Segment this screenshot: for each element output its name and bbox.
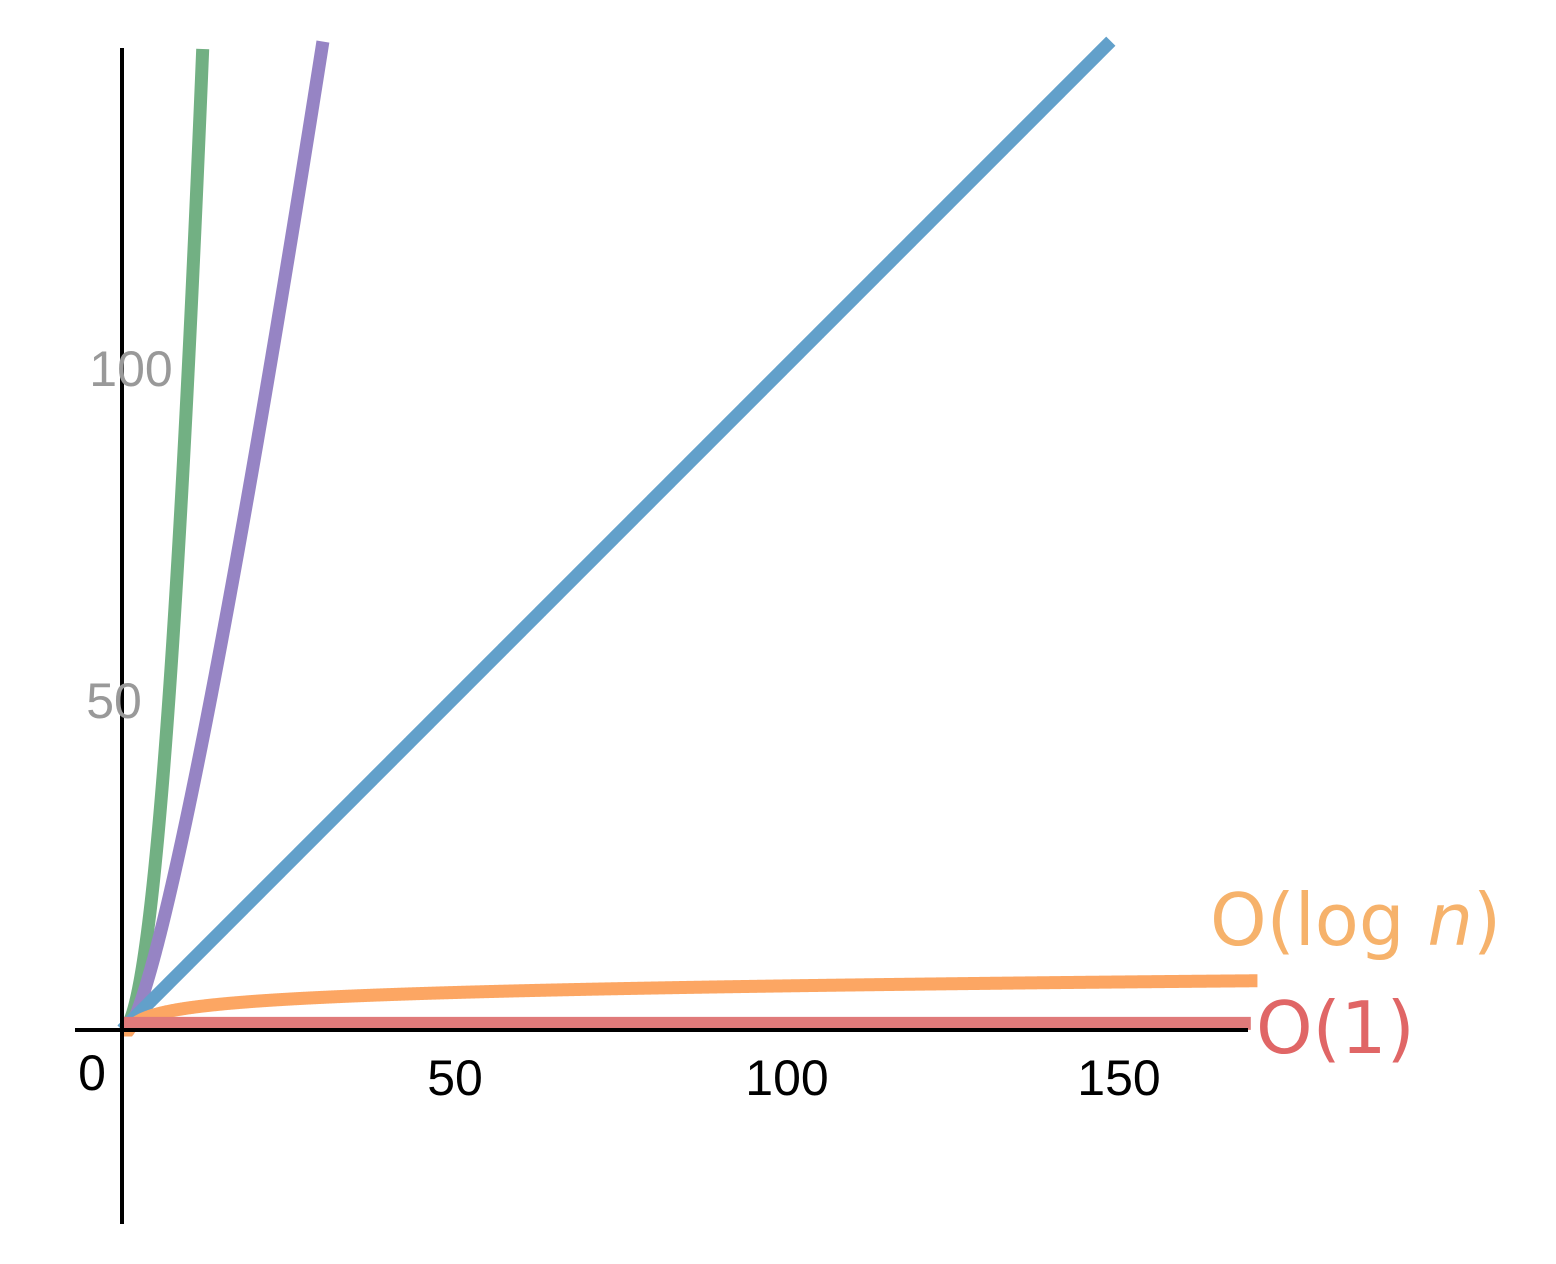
label-o-1: O(1) xyxy=(1256,986,1415,1070)
x-tick-100: 100 xyxy=(745,1050,828,1106)
x-tick-50: 50 xyxy=(427,1050,483,1106)
x-tick-0: 0 xyxy=(78,1045,106,1101)
series-line-log xyxy=(122,974,1258,1037)
series-line-quadratic xyxy=(120,48,210,1037)
y-tick-50: 50 xyxy=(86,673,142,729)
series-line-nlogn xyxy=(122,40,330,1037)
series-line-linear xyxy=(117,36,1116,1035)
y-tick-100: 100 xyxy=(89,341,172,397)
series-curves xyxy=(117,36,1258,1037)
x-tick-150: 150 xyxy=(1077,1050,1160,1106)
label-o-log-n: O(log n) xyxy=(1210,878,1501,962)
